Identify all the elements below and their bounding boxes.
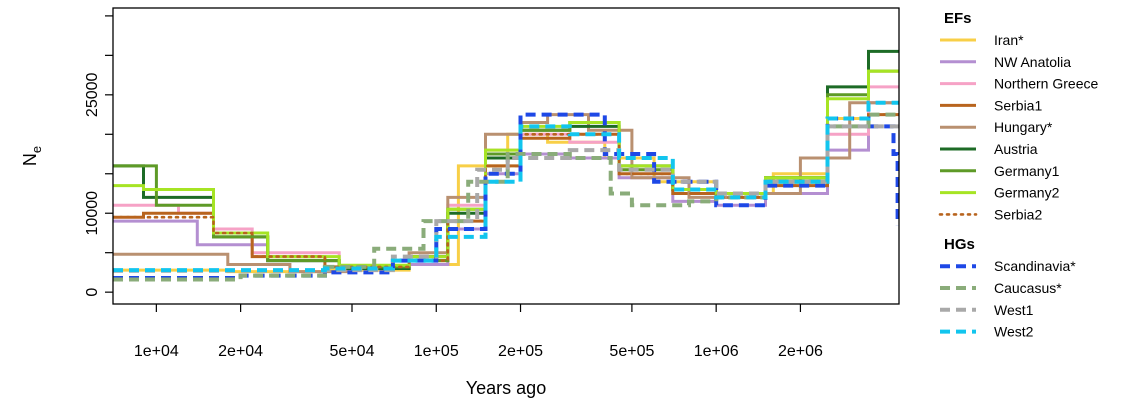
x-tick-label: 5e+04	[330, 343, 375, 360]
legend-label: West1	[994, 302, 1034, 318]
x-axis: 1e+04 2e+04 5e+04 1e+05 2e+05 5e+05 1e+06 2e+06	[134, 304, 823, 360]
plot-frame	[112, 7, 900, 305]
legend-label: Serbia2	[994, 206, 1042, 222]
y-axis-title-main: N	[20, 153, 40, 166]
series-line-west1	[113, 124, 899, 273]
series-line-caucasus	[113, 112, 899, 282]
x-tick-label: 2e+04	[218, 343, 263, 360]
legend-label: Hungary*	[994, 119, 1053, 135]
series-line-scandinavia	[113, 112, 899, 280]
y-tick-label: 0	[84, 288, 101, 297]
legend-label: West2	[994, 324, 1034, 340]
x-tick-label: 2e+05	[498, 343, 543, 360]
y-axis: 0 10000 25000	[84, 15, 113, 297]
y-axis-title: Ne	[20, 146, 44, 166]
legend-label: Germany2	[994, 185, 1060, 201]
series-layer	[113, 49, 899, 282]
legend-label: Northern Greece	[994, 76, 1098, 92]
x-tick-label: 5e+05	[609, 343, 654, 360]
legend-label: Germany1	[994, 163, 1060, 179]
legend-label: Iran*	[994, 32, 1024, 48]
x-tick-label: 2e+06	[778, 343, 823, 360]
series-line-west2	[113, 100, 899, 273]
legend: EFs Iran* NW Anatolia Northern Greece Serbia…	[938, 10, 1098, 340]
y-tick-label: 10000	[84, 191, 101, 236]
x-tick-label: 1e+04	[134, 343, 179, 360]
svg-text:Ne: Ne	[20, 146, 44, 166]
y-axis-title-subscript: e	[29, 146, 44, 153]
y-tick-label: 25000	[84, 72, 101, 117]
legend-label: Caucasus*	[994, 280, 1062, 296]
legend-label: Austria	[994, 141, 1038, 157]
x-tick-label: 1e+06	[694, 343, 739, 360]
legend-label: Scandinavia*	[994, 258, 1076, 274]
x-axis-title: Years ago	[466, 378, 546, 398]
legend-group-title: HGs	[944, 236, 975, 253]
x-tick-label: 1e+05	[414, 343, 459, 360]
legend-label: NW Anatolia	[994, 54, 1071, 70]
legend-group-title: EFs	[944, 10, 972, 27]
legend-label: Serbia1	[994, 97, 1042, 113]
